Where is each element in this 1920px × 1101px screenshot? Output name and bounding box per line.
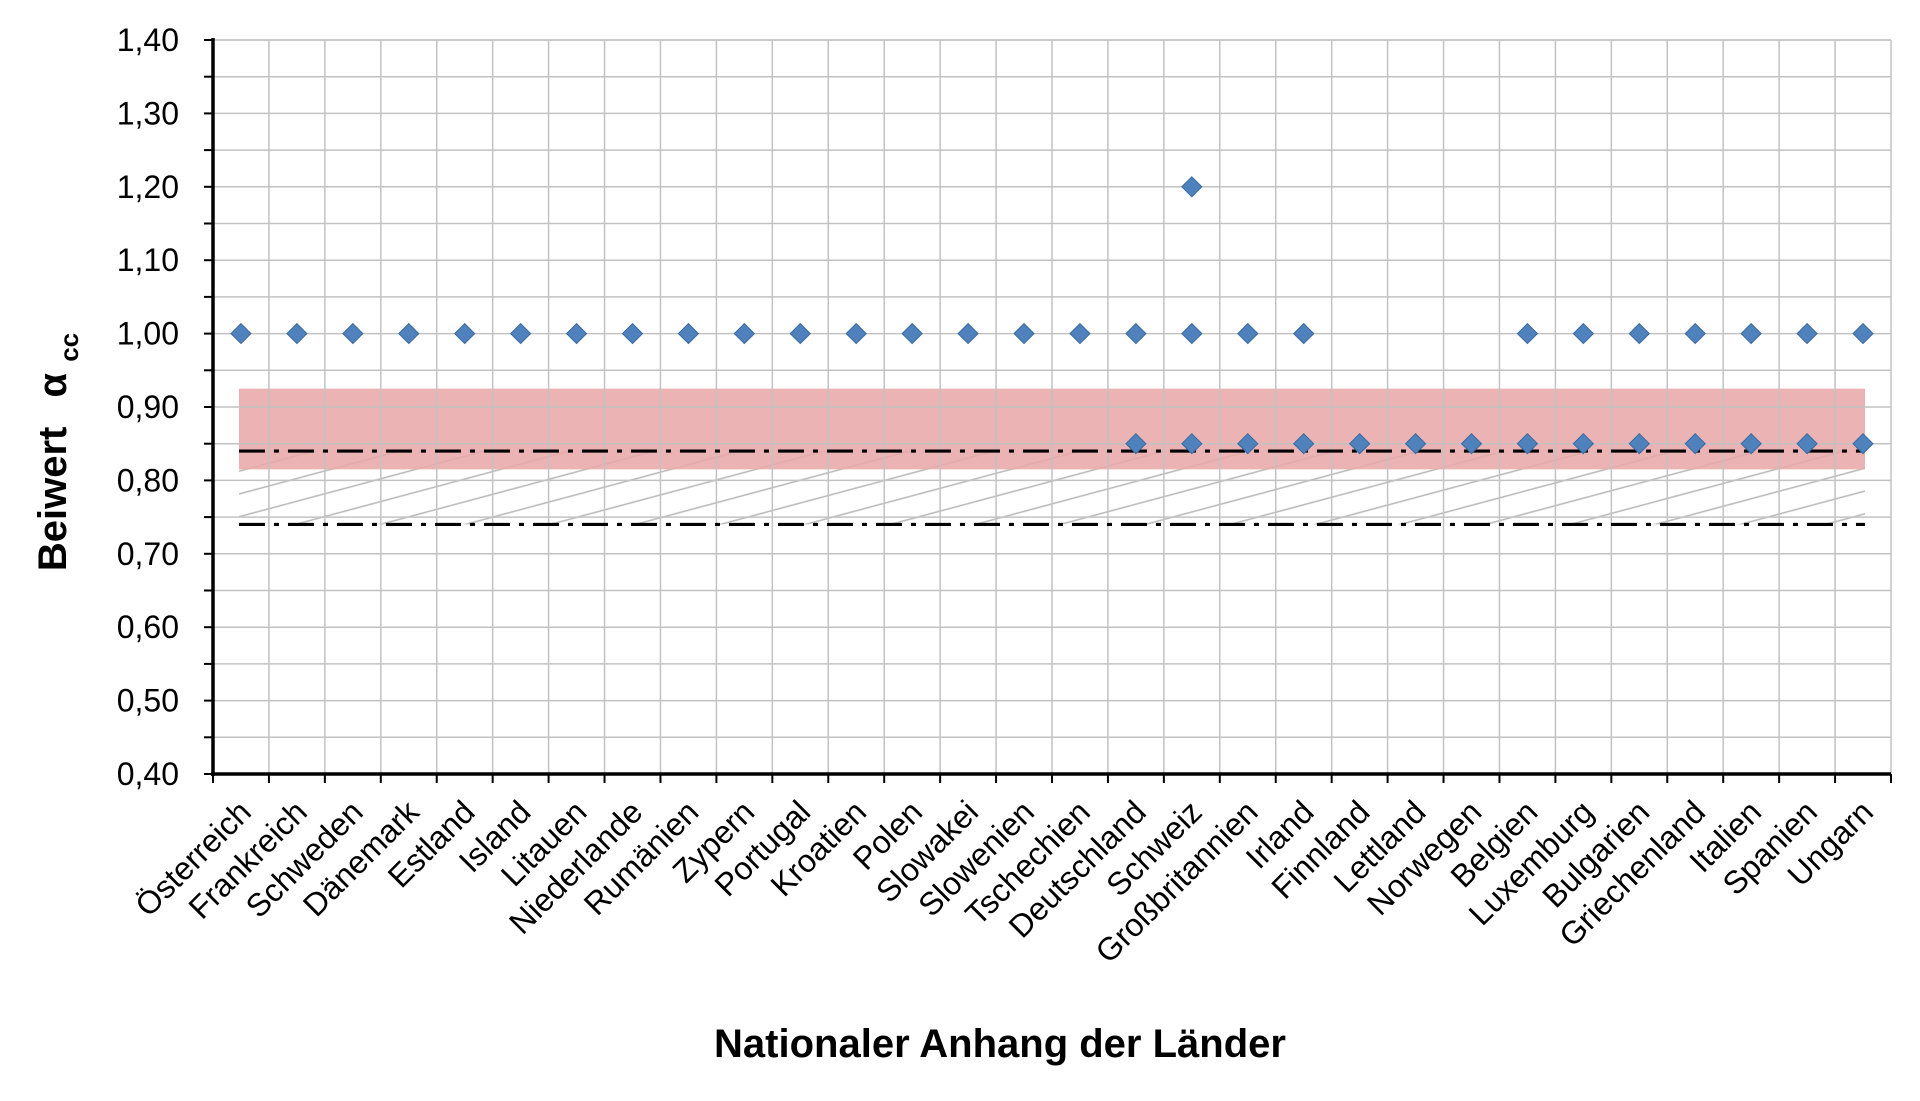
data-point [1628,432,1651,455]
data-point [1125,432,1147,455]
y-axis-title-subscript: cc [54,333,84,362]
x-axis-title: Nationaler Anhang der Länder [714,1022,1286,1066]
data-point [1292,432,1315,455]
data-point [1628,322,1651,345]
data-point [1404,432,1427,455]
y-tick-label: 0,50 [117,683,179,719]
data-point [789,322,812,345]
data-point [1852,432,1874,455]
data-point [901,322,923,345]
data-point [621,322,644,345]
grid-layer [213,39,1892,774]
data-point [1740,322,1762,345]
points-layer [230,176,1874,455]
data-point [1181,432,1203,455]
data-point [453,322,476,345]
y-tick-label: 1,40 [117,22,179,58]
data-point [845,322,867,345]
data-point [398,322,420,345]
x-tick-labels: ÖsterreichFrankreichSchwedenDänemarkEstl… [128,793,1880,970]
data-point [1069,322,1091,345]
data-point [1796,322,1818,345]
data-point [1348,432,1371,455]
axes-layer [204,38,1892,783]
y-tick-label: 1,00 [117,316,179,352]
y-tick-labels: 0,40 0,50 0,60 0,70 0,80 0,90 1,00 1,10 1,20 1,30… [117,22,179,792]
data-point [286,322,308,345]
data-point [342,322,364,345]
data-point [1181,322,1203,345]
data-point [1572,322,1595,345]
data-point [677,322,700,345]
data-point [1237,322,1259,345]
data-point [1684,432,1706,455]
data-point [1516,432,1539,455]
data-point [1684,322,1706,345]
y-axis-title: Beiwert α cc [31,333,84,571]
data-point [1292,322,1315,345]
y-tick-label: 1,10 [117,242,179,278]
y-tick-label: 0,70 [117,536,179,572]
y-tick-label: 0,40 [117,756,179,792]
y-axis-title-symbol: α [31,373,75,398]
data-point [1572,432,1595,455]
data-point [230,322,252,345]
data-point [565,322,588,345]
data-point [509,322,532,345]
data-point [1460,432,1483,455]
y-tick-label: 0,80 [117,462,179,498]
data-point [1796,432,1818,455]
data-point [1181,176,1203,198]
data-point [957,322,979,345]
data-point [733,322,756,345]
y-tick-label: 0,60 [117,609,179,645]
y-axis-title-word: Beiwert [31,427,75,572]
data-point [1125,322,1147,345]
y-tick-label: 0,90 [117,389,179,425]
data-point [1852,322,1874,345]
y-tick-label: 1,20 [117,169,179,205]
data-point [1740,432,1762,455]
data-point [1237,432,1259,455]
data-point [1516,322,1539,345]
data-point [1013,322,1035,345]
y-tick-label: 1,30 [117,95,179,131]
